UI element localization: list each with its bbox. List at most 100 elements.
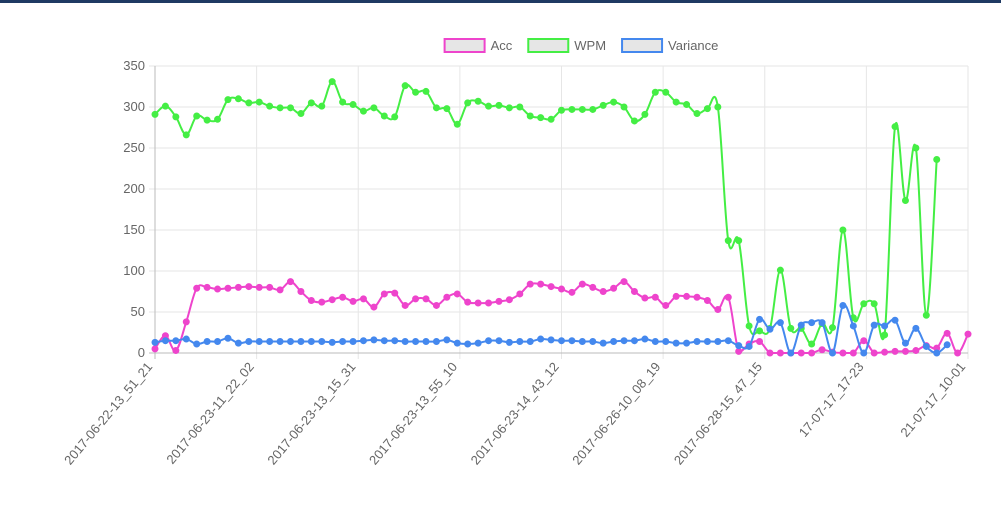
data-point xyxy=(672,292,680,300)
data-point xyxy=(881,322,889,330)
data-point xyxy=(839,349,847,357)
data-point xyxy=(558,337,565,345)
data-point xyxy=(432,301,440,309)
legend-item-wpm[interactable]: WPM xyxy=(527,38,606,53)
y-axis-tick-labels: 0 50 100 150 200 250 300 350 xyxy=(123,58,145,360)
data-point xyxy=(808,340,816,348)
legend-item-acc[interactable]: Acc xyxy=(443,38,513,53)
data-point xyxy=(578,280,586,288)
data-point xyxy=(693,293,701,301)
data-point xyxy=(578,338,586,346)
data-point xyxy=(151,338,159,346)
data-point xyxy=(380,337,388,345)
data-point xyxy=(526,112,534,120)
data-point xyxy=(901,347,909,355)
data-point xyxy=(589,338,597,346)
data-point xyxy=(328,78,336,86)
data-point xyxy=(589,283,597,291)
data-point xyxy=(724,237,732,245)
data-point xyxy=(516,338,524,346)
data-point xyxy=(266,338,274,346)
x-tick-label: 2017-06-23-14_43_12 xyxy=(468,359,562,467)
data-point xyxy=(255,338,263,346)
data-point xyxy=(172,337,180,345)
data-point xyxy=(547,336,555,344)
data-point xyxy=(151,110,159,118)
data-point xyxy=(245,338,253,346)
data-point xyxy=(349,297,357,305)
data-point xyxy=(630,337,638,345)
data-point xyxy=(453,120,461,128)
y-tick-label: 150 xyxy=(123,222,145,237)
data-point xyxy=(547,115,555,123)
data-point xyxy=(839,226,847,234)
data-point xyxy=(287,338,294,346)
data-point xyxy=(328,296,336,304)
y-tick-label: 200 xyxy=(123,181,145,196)
data-point xyxy=(787,324,795,332)
data-point xyxy=(912,324,920,332)
data-point xyxy=(651,293,659,301)
data-point xyxy=(870,321,878,329)
data-point xyxy=(287,278,294,286)
series-wpm xyxy=(151,78,941,348)
data-point xyxy=(818,319,826,327)
data-point xyxy=(901,339,909,347)
data-point xyxy=(766,349,774,357)
data-point xyxy=(818,346,826,354)
data-point xyxy=(735,237,743,245)
legend-label: WPM xyxy=(574,38,606,53)
data-point xyxy=(964,330,972,338)
data-point xyxy=(432,104,440,112)
y-tick-label: 350 xyxy=(123,58,145,73)
data-point xyxy=(453,339,461,347)
data-point xyxy=(359,337,367,345)
series-line xyxy=(154,80,938,345)
data-point xyxy=(620,103,628,111)
data-point xyxy=(276,104,284,112)
data-point xyxy=(610,338,618,346)
data-point xyxy=(662,338,670,346)
data-point xyxy=(193,284,201,292)
data-point xyxy=(641,335,649,343)
data-point xyxy=(370,303,378,311)
data-point xyxy=(255,283,263,291)
data-point xyxy=(255,98,263,106)
data-point xyxy=(193,112,201,120)
data-point xyxy=(412,338,420,346)
data-point xyxy=(537,280,545,288)
data-point xyxy=(589,105,597,113)
data-point xyxy=(307,99,315,107)
data-point xyxy=(224,334,232,342)
data-point xyxy=(693,110,701,118)
top-border xyxy=(0,0,1001,3)
data-point xyxy=(432,338,440,346)
data-point xyxy=(683,339,691,347)
data-point xyxy=(735,342,743,350)
x-tick-label: 2017-06-22-13_51_21 xyxy=(61,359,155,467)
data-point xyxy=(339,293,347,301)
data-point xyxy=(797,321,805,329)
data-point xyxy=(318,338,326,346)
data-point xyxy=(766,325,774,333)
data-point xyxy=(266,283,274,291)
data-point xyxy=(224,96,232,104)
data-point xyxy=(276,286,284,294)
data-point xyxy=(714,306,722,314)
data-point xyxy=(401,301,409,309)
data-point xyxy=(683,292,691,300)
data-point xyxy=(370,336,378,344)
y-tick-label: 100 xyxy=(123,263,145,278)
legend: Acc WPM Variance xyxy=(443,38,718,53)
data-point xyxy=(954,349,962,357)
legend-label: Variance xyxy=(668,38,718,53)
data-point xyxy=(860,300,868,308)
data-point xyxy=(516,103,524,111)
data-point xyxy=(443,105,451,113)
data-point xyxy=(203,283,211,291)
data-point xyxy=(620,337,628,345)
data-point xyxy=(464,298,472,306)
data-point xyxy=(714,103,722,111)
legend-item-variance[interactable]: Variance xyxy=(621,38,718,53)
